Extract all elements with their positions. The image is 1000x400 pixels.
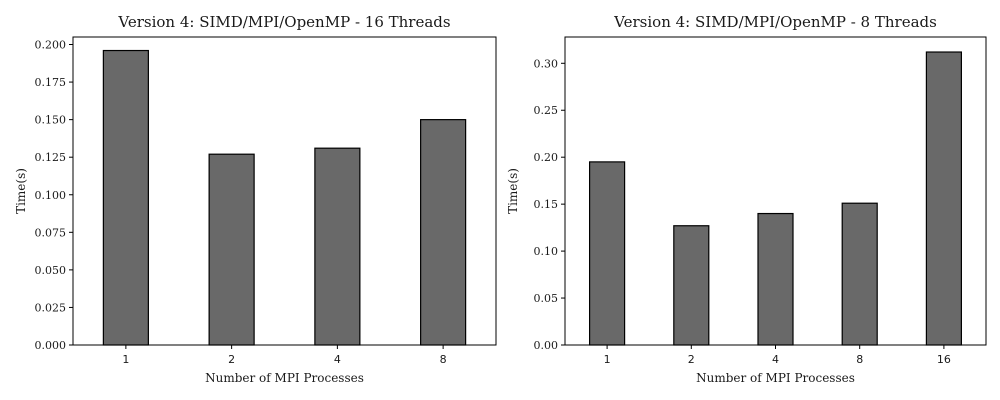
bar-1 [588,161,626,346]
x-tick-label: 8 [440,353,447,366]
axes-frame [72,36,497,346]
y-tick-label: 0.20 [534,151,559,164]
x-axis-label: Number of MPI Processes [205,371,364,385]
y-tick-label: 0.025 [35,301,67,314]
y-tick-label: 0.075 [35,226,67,239]
chart-8-threads: 1 2 4 8 16 0.00 0.05 0.10 0.15 0.20 0.25 0.30 Versio… [506,13,987,385]
y-tick-label: 0.100 [35,189,67,202]
bar-2 [673,225,710,346]
x-axis-label: Number of MPI Processes [696,371,855,385]
y-tick-label: 0.15 [534,198,559,211]
chart-16-threads: 1 2 4 8 0.000 0.025 0.050 0.075 0.100 0.125 0.150 0… [14,13,497,385]
bar-8 [420,119,467,346]
bar-4 [757,212,794,346]
y-tick-label: 0.125 [35,151,67,164]
y-axis-label: Time(s) [14,168,28,214]
bar-8 [841,202,878,346]
y-tick-label: 0.25 [534,104,559,117]
chart-title: Version 4: SIMD/MPI/OpenMP - 16 Threads [117,13,450,31]
y-tick-label: 0.10 [534,245,559,258]
y-tick-label: 0.200 [35,39,67,52]
x-tick-label: 1 [604,353,611,366]
y-tick-label: 0.150 [35,114,67,127]
x-tick-label: 8 [856,353,863,366]
y-axis-label: Time(s) [506,168,520,214]
y-tick-label: 0.05 [534,292,559,305]
x-tick-label: 2 [228,353,235,366]
y-tick-label: 0.00 [534,339,559,352]
bar-4 [314,147,361,346]
bar-1 [102,49,149,346]
x-tick-label: 2 [688,353,695,366]
bar-2 [208,153,255,346]
x-tick-label: 4 [772,353,779,366]
x-tick-label: 16 [937,353,951,366]
chart-title: Version 4: SIMD/MPI/OpenMP - 8 Threads [613,13,937,31]
x-tick-label: 1 [122,353,129,366]
x-tick-label: 4 [334,353,341,366]
y-tick-label: 0.30 [534,57,559,70]
bar-16 [925,51,963,346]
y-tick-label: 0.175 [35,76,67,89]
y-tick-label: 0.000 [35,339,67,352]
y-tick-label: 0.050 [35,264,67,277]
